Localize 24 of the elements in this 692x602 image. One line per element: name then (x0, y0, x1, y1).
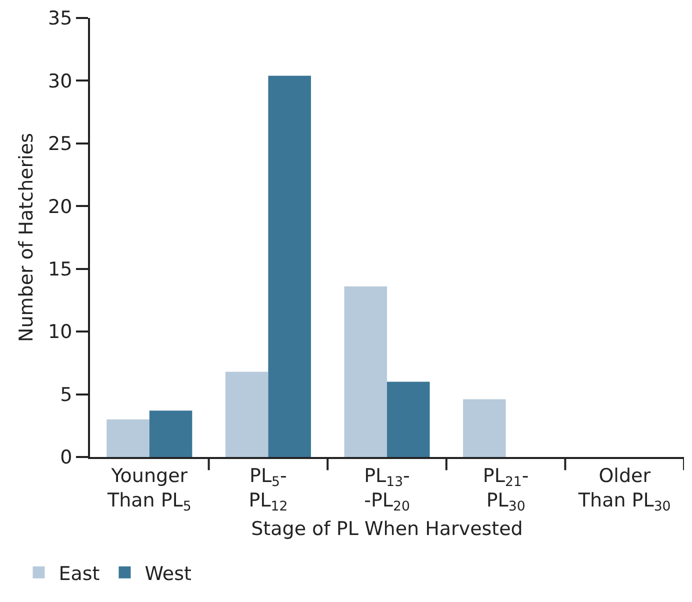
legend-label: West (144, 562, 192, 585)
y-tick-label: 25 (48, 133, 72, 156)
bar (149, 410, 192, 457)
x-tick-label: PL$_{21}$- PL$_{30}$ (482, 464, 529, 514)
x-tick-label: PL$_{5}$- PL$_{12}$ (248, 464, 288, 514)
legend-label: East (58, 562, 100, 585)
bar (463, 399, 506, 457)
y-tick-label: 20 (48, 196, 72, 218)
y-tick-label: 30 (48, 70, 72, 92)
y-tick-label: 15 (48, 258, 72, 281)
x-tick-label: Younger Than PL$_{5}$ (106, 464, 192, 514)
y-tick-label: 10 (48, 321, 72, 344)
y-tick-label: 35 (48, 8, 72, 30)
bar (268, 76, 311, 457)
bar (387, 382, 430, 457)
y-axis-title: Number of Hatcheries (15, 133, 38, 342)
x-tick-label: Older Than PL$_{30}$ (577, 464, 671, 514)
x-tick-label: PL$_{13}$- -PL$_{20}$ (364, 464, 410, 514)
y-tick-label: 5 (60, 384, 72, 406)
bar (225, 372, 268, 457)
x-axis-title: Stage of PL When Harvested (251, 518, 523, 540)
bar (106, 419, 150, 457)
y-tick-label: 0 (60, 446, 72, 469)
bar (344, 286, 387, 457)
